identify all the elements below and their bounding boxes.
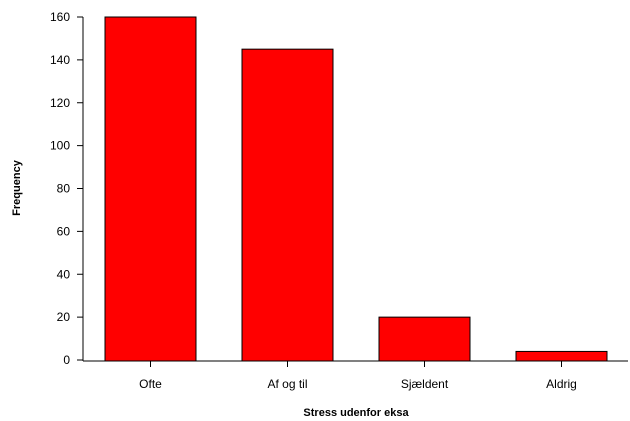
bar-af-og-til <box>241 48 334 362</box>
y-tick-label: 40 <box>57 267 71 281</box>
bar-aldrig <box>515 350 608 362</box>
x-tick-label: Aldrig <box>546 377 577 391</box>
x-tick-label: Af og til <box>267 377 307 391</box>
y-tick-label: 0 <box>63 353 70 367</box>
x-tick-label: Sjældent <box>401 377 449 391</box>
y-tick-label: 140 <box>50 53 70 67</box>
y-tick-label: 120 <box>50 96 70 110</box>
x-tick-label: Ofte <box>139 377 162 391</box>
y-axis-ticks: 0 20 40 60 80 100 120 140 160 <box>50 10 83 367</box>
y-tick-label: 100 <box>50 139 70 153</box>
x-axis-title: Stress udenfor eksa <box>303 407 409 419</box>
y-axis-title: Frequency <box>11 159 23 216</box>
y-tick-label: 20 <box>57 310 71 324</box>
x-axis-ticks: Ofte Af og til Sjældent Aldrig <box>139 361 577 391</box>
bars-layer <box>104 16 608 362</box>
bar-sjældent <box>378 316 471 362</box>
y-tick-label: 60 <box>57 224 71 238</box>
y-tick-label: 80 <box>57 182 71 196</box>
bar-ofte <box>104 16 197 362</box>
y-tick-label: 160 <box>50 10 70 24</box>
